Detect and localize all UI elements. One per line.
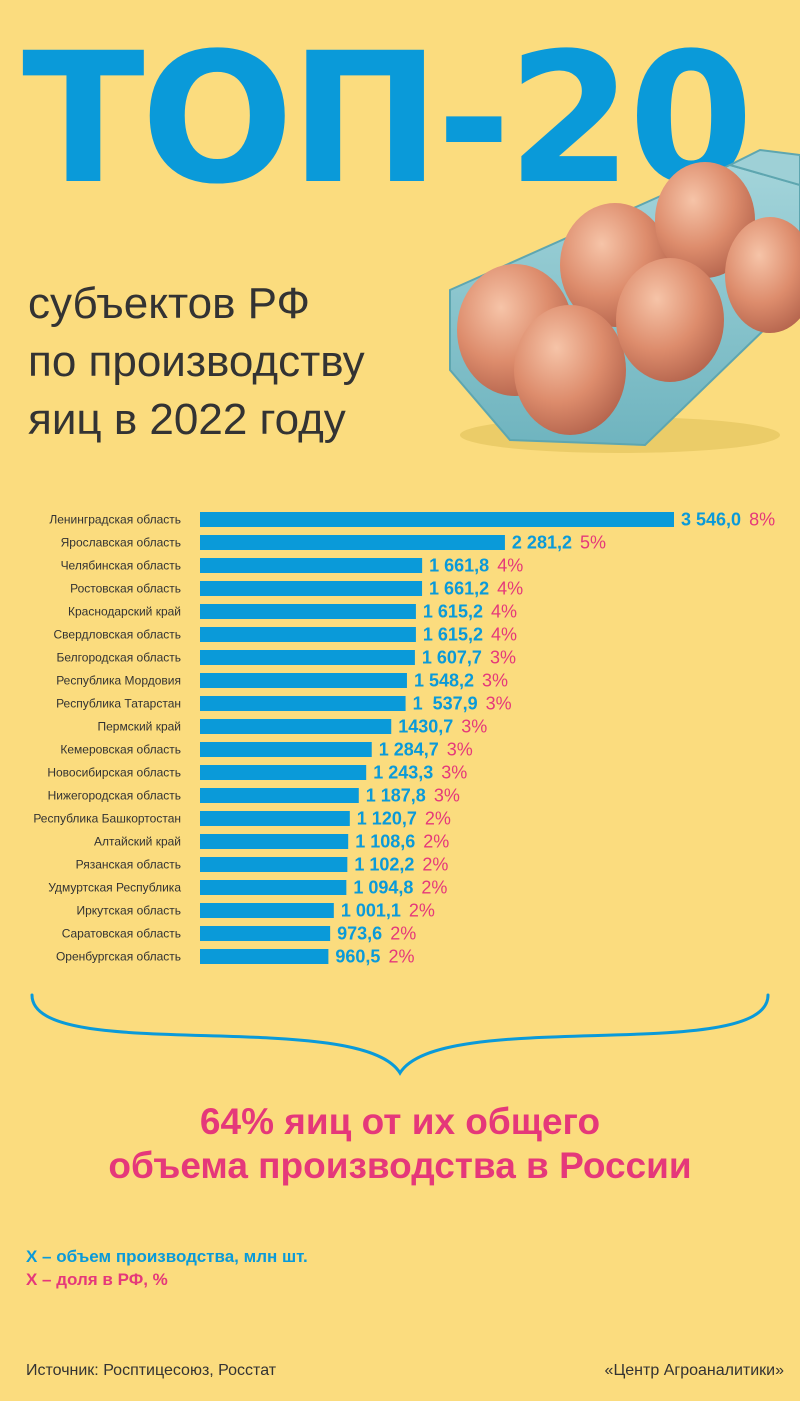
value-label: 1 108,6 [355, 832, 415, 852]
bar [200, 926, 331, 941]
eggs-in-tray-icon [449, 148, 800, 453]
value-label: 1 001,1 [341, 901, 401, 921]
category-label: Оренбургская область [56, 950, 181, 964]
share-label: 3% [441, 763, 467, 783]
share-label: 2% [423, 832, 449, 852]
bar [200, 673, 407, 688]
bar [200, 742, 372, 757]
bar [200, 696, 406, 711]
category-label: Новосибирская область [47, 766, 181, 780]
category-label: Ростовская область [70, 582, 181, 596]
summary-line-1: 64% яиц от их общего [199, 1101, 601, 1142]
share-label: 3% [490, 648, 516, 668]
credit-note: «Центр Агроаналитики» [604, 1362, 784, 1379]
bar [200, 834, 349, 849]
value-label: 1 094,8 [353, 878, 413, 898]
category-label: Алтайский край [94, 835, 181, 849]
legend: Х – объем производства, млн шт. Х – доля… [26, 1245, 308, 1291]
share-label: 3% [486, 694, 512, 714]
category-label: Белгородская область [57, 651, 181, 665]
category-label: Нижегородская область [48, 789, 181, 803]
value-label: 1 102,2 [354, 855, 414, 875]
value-label: 973,6 [337, 924, 382, 944]
category-label: Кемеровская область [60, 743, 181, 757]
share-label: 2% [425, 809, 451, 829]
bar [200, 558, 423, 573]
legend-volume: Х – объем производства, млн шт. [26, 1247, 308, 1266]
value-label: 1 243,3 [373, 763, 433, 783]
share-label: 2% [390, 924, 416, 944]
bar [200, 949, 329, 964]
bar [200, 719, 392, 734]
bar [200, 512, 674, 527]
category-label: Удмуртская Республика [48, 881, 181, 895]
category-label: Краснодарский край [68, 605, 181, 619]
category-label: Свердловская область [54, 628, 181, 642]
category-label: Ярославская область [61, 536, 181, 550]
value-label: 1 615,2 [423, 625, 483, 645]
bar [200, 811, 350, 826]
share-label: 4% [491, 625, 517, 645]
share-label: 2% [421, 878, 447, 898]
bar [200, 604, 416, 619]
summary-text: 64% яиц от их общего объема производства… [0, 1100, 800, 1188]
summary-line-2: объема производства в России [108, 1145, 692, 1186]
category-label: Рязанская область [76, 858, 181, 872]
share-label: 3% [482, 671, 508, 691]
value-label: 1 187,8 [366, 786, 426, 806]
share-label: 2% [388, 947, 414, 967]
bar [200, 627, 416, 642]
category-label: Иркутская область [77, 904, 182, 918]
subtitle-line-2: по производству [28, 337, 365, 386]
legend-share: Х – доля в РФ, % [26, 1270, 168, 1289]
summary-brace [30, 993, 770, 1076]
category-label: Пермский край [97, 720, 181, 734]
share-label: 3% [447, 740, 473, 760]
category-label: Республика Татарстан [56, 697, 181, 711]
share-label: 2% [422, 855, 448, 875]
page-subtitle: субъектов РФ по производству яиц в 2022 … [28, 275, 468, 449]
bar [200, 765, 367, 780]
page-title: ТОП-20 [22, 15, 754, 224]
value-label: 1 548,2 [414, 671, 474, 691]
bar [200, 535, 505, 550]
category-label: Республика Мордовия [56, 674, 181, 688]
share-label: 3% [434, 786, 460, 806]
share-label: 5% [580, 533, 606, 553]
bar [200, 788, 359, 803]
share-label: 2% [409, 901, 435, 921]
share-label: 4% [497, 579, 523, 599]
category-label: Республика Башкортостан [33, 812, 181, 826]
value-label: 1 661,8 [429, 556, 489, 576]
value-label: 1 537,9 [413, 694, 478, 714]
value-label: 960,5 [335, 947, 380, 967]
bar [200, 650, 415, 665]
bar [200, 581, 423, 596]
category-label: Саратовская область [62, 927, 181, 941]
value-label: 1 284,7 [379, 740, 439, 760]
bar [200, 857, 348, 872]
category-label: Ленинградская область [49, 513, 181, 527]
subtitle-line-3: яиц в 2022 году [28, 395, 346, 444]
value-label: 2 281,2 [512, 533, 572, 553]
value-label: 1430,7 [398, 717, 453, 737]
bar [200, 903, 334, 918]
value-label: 1 607,7 [422, 648, 482, 668]
category-label: Челябинская область [61, 559, 181, 573]
share-label: 4% [491, 602, 517, 622]
value-label: 1 661,2 [429, 579, 489, 599]
share-label: 4% [497, 556, 523, 576]
bar-chart: Ленинградская область 3 546,0 8% Ярославска… [33, 510, 775, 967]
share-label: 8% [749, 510, 775, 530]
share-label: 3% [461, 717, 487, 737]
subtitle-line-1: субъектов РФ [28, 279, 310, 328]
value-label: 3 546,0 [681, 510, 741, 530]
value-label: 1 120,7 [357, 809, 417, 829]
source-note: Источник: Росптицесоюз, Росстат [26, 1362, 277, 1379]
bar [200, 880, 347, 895]
value-label: 1 615,2 [423, 602, 483, 622]
